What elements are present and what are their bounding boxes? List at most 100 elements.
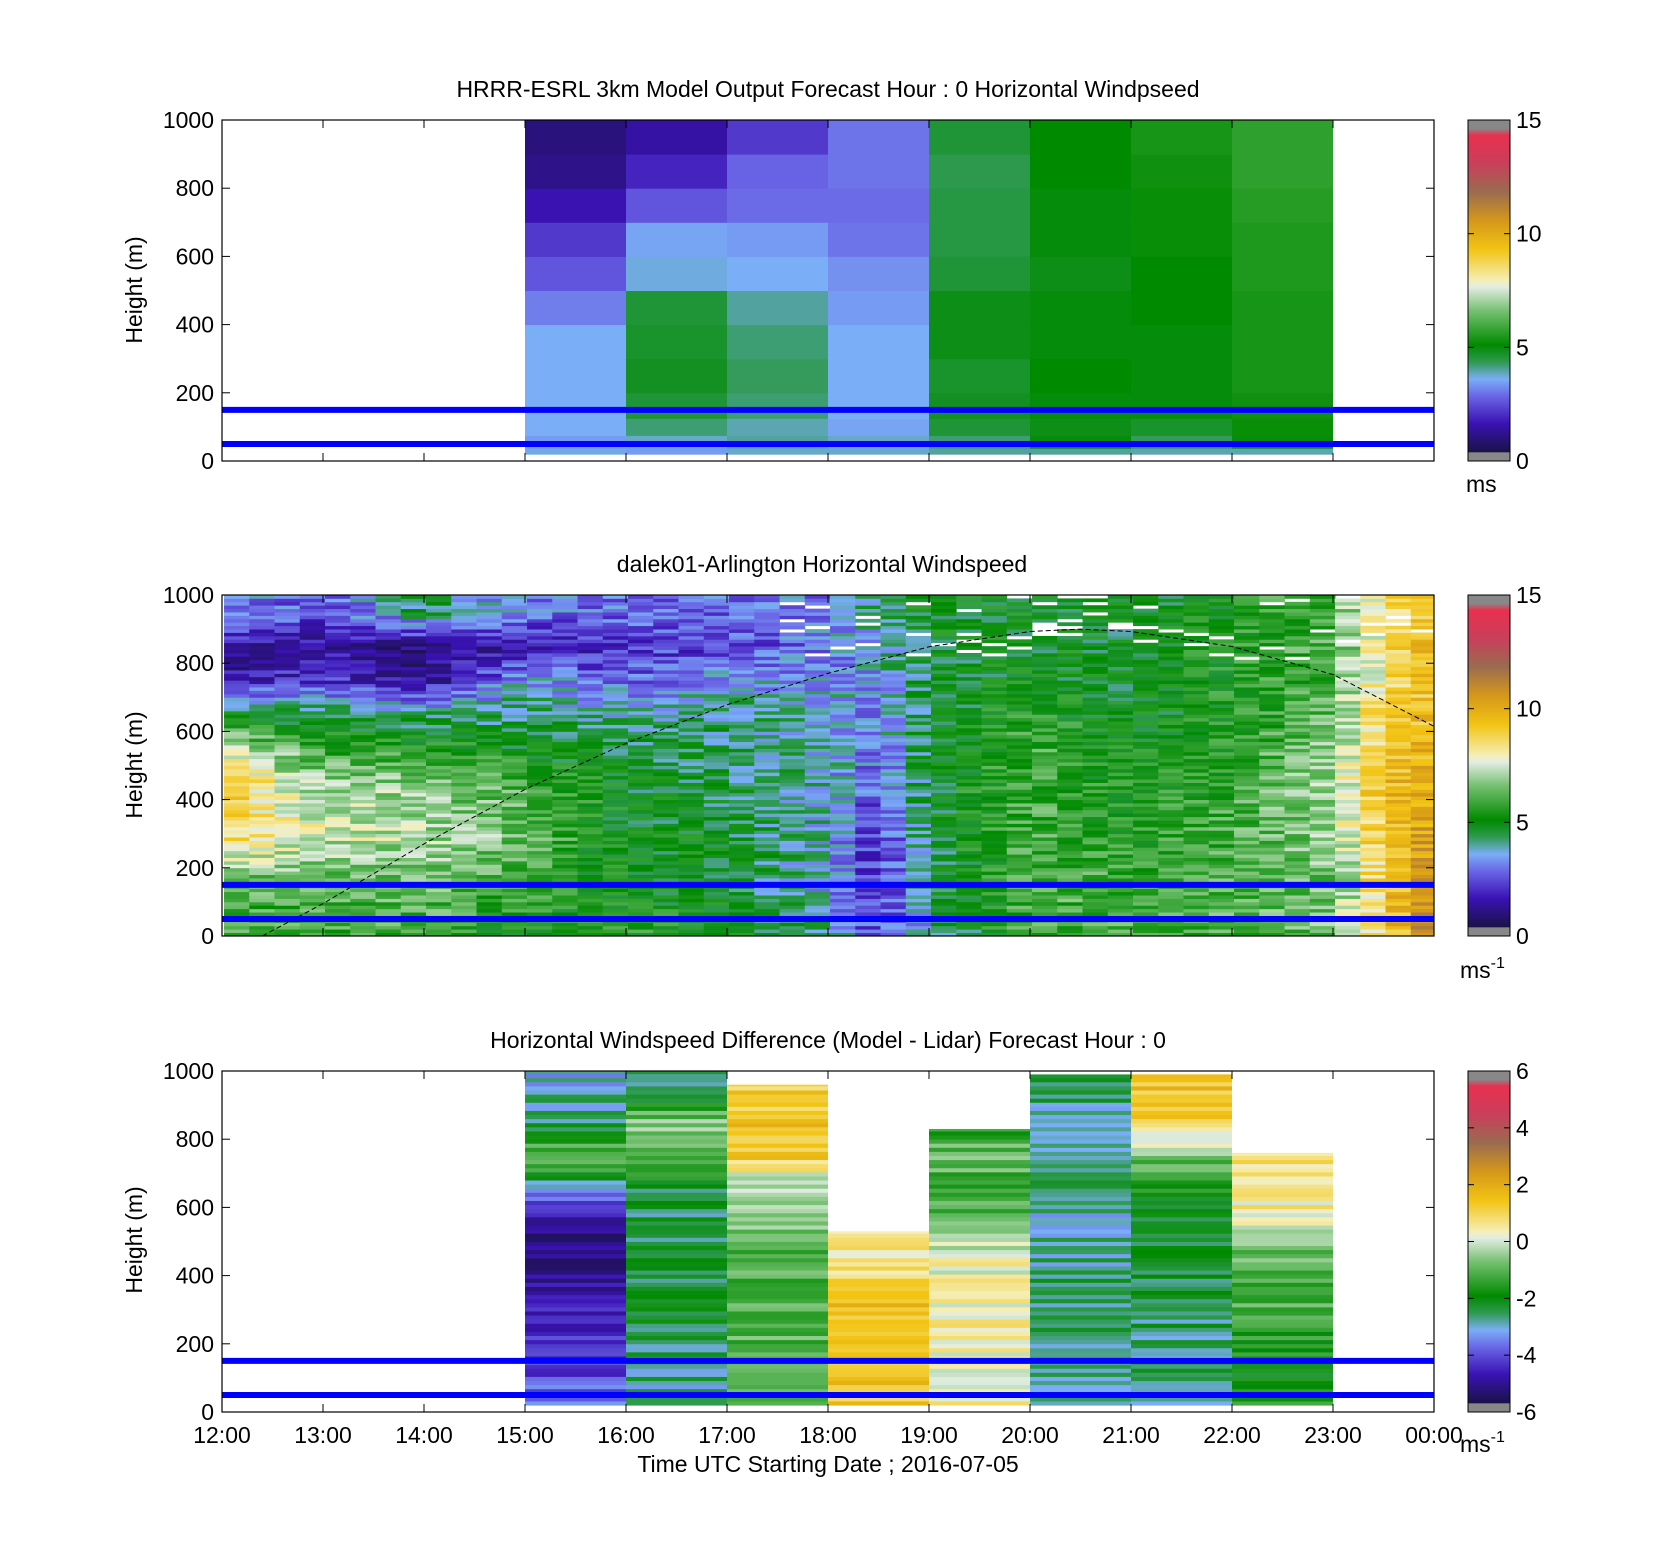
heatmap-cell (400, 704, 427, 708)
heatmap-cell (653, 925, 679, 930)
heatmap-cell (956, 673, 982, 678)
heatmap-cell (779, 789, 806, 794)
heatmap-cell (1385, 772, 1412, 777)
heatmap-cell (1360, 891, 1386, 896)
heatmap-cell (299, 813, 326, 818)
heatmap-cell (224, 635, 250, 640)
heatmap-cell (1259, 768, 1285, 773)
heatmap-cell (1309, 775, 1336, 780)
heatmap-cell (426, 874, 452, 879)
heatmap-cell (400, 929, 427, 933)
heatmap-cell (880, 772, 907, 777)
heatmap-cell (299, 847, 326, 852)
heatmap-cell (804, 612, 831, 616)
heatmap-cell (501, 721, 528, 725)
heatmap-cell (653, 840, 679, 845)
heatmap-cell (804, 799, 831, 804)
heatmap-cell (1335, 693, 1361, 698)
heatmap-cell (527, 738, 553, 743)
heatmap-cell (931, 618, 957, 623)
heatmap-cell (931, 929, 957, 933)
heatmap-cell (754, 820, 780, 824)
heatmap-cell (703, 731, 730, 736)
heatmap-cell (602, 905, 629, 910)
heatmap-cell (375, 929, 402, 933)
heatmap-cell (729, 721, 755, 725)
heatmap-cell (527, 673, 553, 678)
heatmap-cell (1385, 724, 1412, 729)
heatmap-cell (628, 697, 654, 702)
heatmap-cell (1057, 806, 1083, 811)
heatmap-cell (1284, 891, 1311, 896)
heatmap-cell (1133, 693, 1159, 698)
heatmap-cells (525, 120, 1333, 455)
heatmap-cell (325, 670, 351, 674)
heatmap-cell (855, 704, 881, 708)
heatmap-cell (830, 908, 856, 913)
heatmap-cell (1284, 765, 1311, 770)
heatmap-cell (1259, 625, 1285, 630)
heatmap-cell (1234, 898, 1260, 903)
heatmap-cell (426, 632, 452, 637)
heatmap-cell (678, 874, 705, 879)
heatmap-cell (1360, 598, 1386, 603)
heatmap-cell (1259, 622, 1285, 627)
heatmap-cell (375, 779, 402, 783)
heatmap-cell (1183, 649, 1210, 654)
heatmap-cell (830, 663, 856, 668)
heatmap-cell (1158, 799, 1184, 804)
heatmap-cell (426, 809, 452, 814)
heatmap-cell (299, 809, 326, 814)
heatmap-cell (1208, 707, 1235, 712)
heatmap-cell (628, 758, 654, 763)
heatmap-cell (451, 843, 477, 848)
heatmap-cell (1335, 745, 1361, 749)
heatmap-cell (451, 745, 477, 749)
heatmap-cell (1006, 925, 1033, 930)
heatmap-cell (855, 929, 881, 933)
heatmap-cell (350, 635, 376, 640)
heatmap-cell (375, 724, 402, 729)
heatmap-cell (1360, 799, 1386, 804)
heatmap-cell (830, 704, 856, 708)
heatmap-cell (1158, 809, 1184, 814)
heatmap-cell (1335, 765, 1361, 770)
heatmap-cell (729, 629, 755, 633)
heatmap-cell (476, 676, 503, 681)
heatmap-cell (1284, 925, 1311, 930)
heatmap-cell (678, 775, 705, 780)
heatmap-cell (1107, 775, 1134, 780)
heatmap-cell (855, 618, 881, 623)
heatmap-cell (830, 741, 856, 746)
heatmap-cell (754, 908, 780, 913)
heatmap-cell (375, 666, 402, 671)
heatmap-cell (1234, 922, 1260, 927)
heatmap-cell (325, 847, 351, 852)
heatmap-cell (426, 864, 452, 869)
heatmap-cell (931, 605, 957, 610)
heatmap-cell (249, 615, 275, 620)
heatmap-cell (855, 625, 881, 630)
heatmap-cell (249, 629, 275, 633)
heatmap-cell (628, 666, 654, 671)
heatmap-cell (1107, 905, 1134, 910)
heatmap-cell (628, 799, 654, 804)
heatmap-cell (501, 605, 528, 610)
heatmap-cell (1335, 874, 1361, 879)
heatmap-cell (804, 670, 831, 674)
heatmap-cell (350, 663, 376, 668)
heatmap-cell (1107, 803, 1134, 807)
heatmap-cell (1032, 734, 1058, 739)
heatmap-cell (1259, 629, 1285, 633)
heatmap-cell (1385, 687, 1412, 691)
heatmap-cell (577, 840, 604, 845)
heatmap-cell (274, 717, 301, 722)
heatmap-cell (931, 762, 957, 766)
heatmap-cell (476, 687, 503, 691)
heatmap-cell (476, 751, 503, 756)
heatmap-cell (1410, 731, 1434, 736)
heatmap-cell (1208, 850, 1235, 855)
heatmap-cell (1082, 738, 1109, 743)
heatmap-cell (350, 649, 376, 654)
heatmap-cell (1006, 843, 1033, 848)
